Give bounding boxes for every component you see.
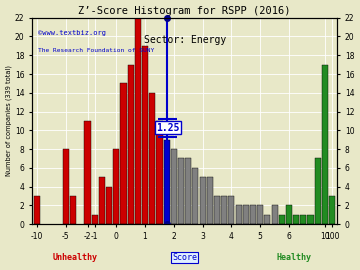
Bar bbox=[99, 177, 105, 224]
Bar bbox=[106, 187, 112, 224]
Bar bbox=[279, 215, 285, 224]
Bar bbox=[92, 215, 98, 224]
Bar bbox=[70, 196, 76, 224]
Bar bbox=[163, 140, 170, 224]
Bar bbox=[192, 168, 198, 224]
Text: Healthy: Healthy bbox=[277, 253, 312, 262]
Bar bbox=[178, 158, 184, 224]
Bar bbox=[199, 177, 206, 224]
Bar bbox=[221, 196, 227, 224]
Bar bbox=[286, 205, 292, 224]
Title: Z’-Score Histogram for RSPP (2016): Z’-Score Histogram for RSPP (2016) bbox=[78, 6, 291, 16]
Bar bbox=[149, 93, 155, 224]
Bar bbox=[300, 215, 306, 224]
Bar bbox=[264, 215, 270, 224]
Text: The Research Foundation of SUNY: The Research Foundation of SUNY bbox=[38, 48, 154, 53]
Bar bbox=[207, 177, 213, 224]
Bar bbox=[127, 65, 134, 224]
Bar bbox=[135, 18, 141, 224]
Bar bbox=[113, 149, 120, 224]
Bar bbox=[322, 65, 328, 224]
Bar bbox=[235, 205, 242, 224]
Bar bbox=[185, 158, 191, 224]
Bar bbox=[250, 205, 256, 224]
Text: 1.25: 1.25 bbox=[156, 123, 180, 133]
Bar bbox=[121, 83, 126, 224]
Bar bbox=[293, 215, 299, 224]
Text: Score: Score bbox=[172, 253, 197, 262]
Bar bbox=[85, 121, 91, 224]
Bar bbox=[329, 196, 335, 224]
Bar bbox=[315, 158, 321, 224]
Bar bbox=[228, 196, 234, 224]
Bar bbox=[156, 121, 162, 224]
Text: Sector: Energy: Sector: Energy bbox=[144, 35, 226, 45]
Bar bbox=[214, 196, 220, 224]
Bar bbox=[34, 196, 40, 224]
Bar bbox=[63, 149, 69, 224]
Bar bbox=[171, 149, 177, 224]
Y-axis label: Number of companies (339 total): Number of companies (339 total) bbox=[5, 65, 12, 176]
Bar bbox=[271, 205, 278, 224]
Bar bbox=[257, 205, 263, 224]
Text: ©www.textbiz.org: ©www.textbiz.org bbox=[38, 30, 106, 36]
Bar bbox=[142, 46, 148, 224]
Bar bbox=[243, 205, 249, 224]
Text: Unhealthy: Unhealthy bbox=[52, 253, 97, 262]
Bar bbox=[307, 215, 314, 224]
